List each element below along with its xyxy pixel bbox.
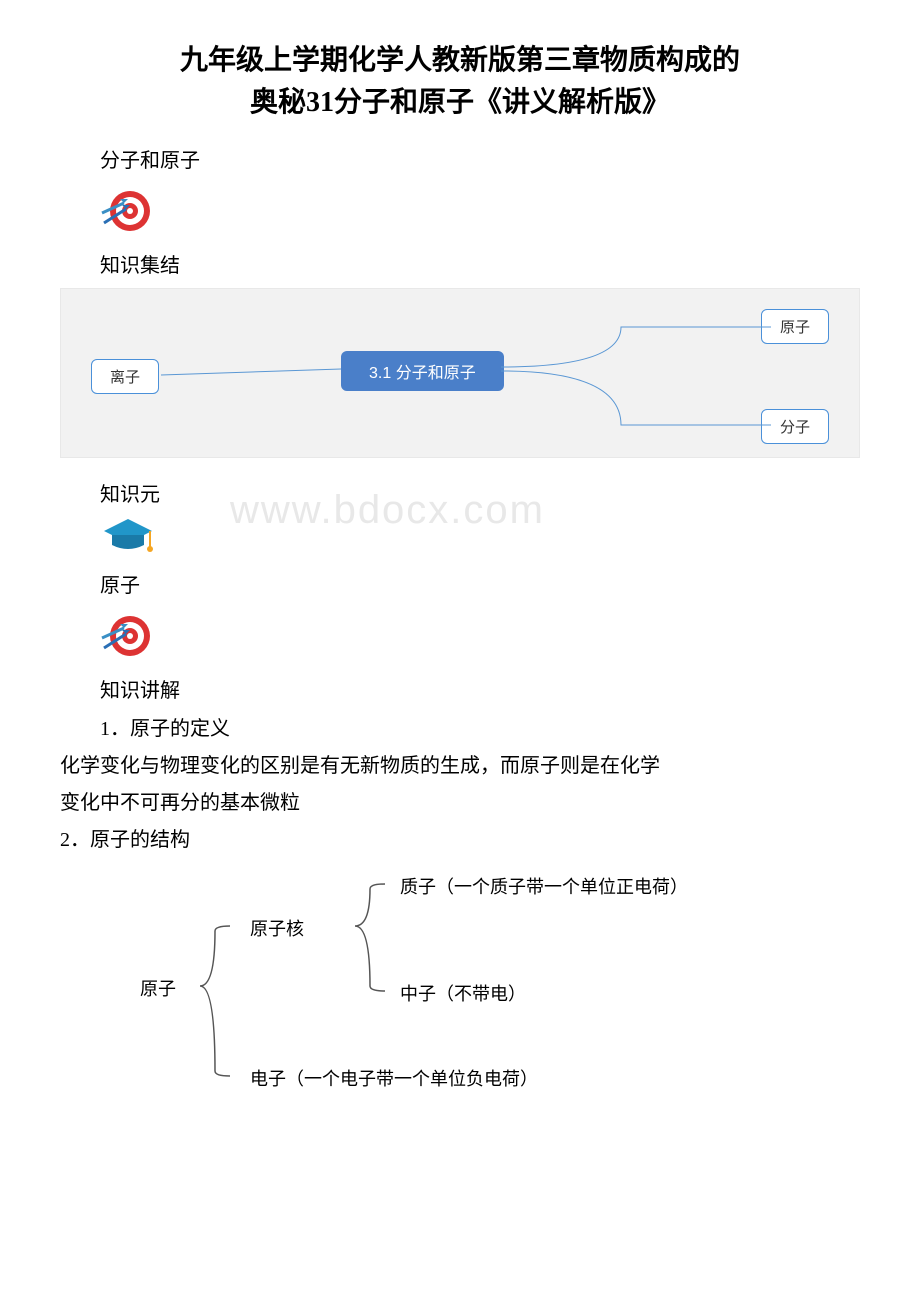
knowledge-collection-label: 知识集结	[100, 249, 860, 278]
page-title: 九年级上学期化学人教新版第三章物质构成的 奥秘31分子和原子《讲义解析版》	[60, 40, 860, 124]
section-1-body-line-2: 变化中不可再分的基本微粒	[60, 787, 860, 819]
tree-proton: 质子（一个质子带一个单位正电荷）	[400, 873, 688, 899]
graduation-cap-icon	[100, 515, 860, 564]
section-subtitle: 分子和原子	[100, 144, 860, 173]
mindmap-node-top-right: 原子	[761, 309, 829, 344]
page-content: 九年级上学期化学人教新版第三章物质构成的 奥秘31分子和原子《讲义解析版》 分子…	[60, 40, 860, 1101]
knowledge-unit-label: 知识元	[100, 478, 860, 507]
tree-nucleus: 原子核	[250, 915, 304, 941]
section-1-body-line-1: 化学变化与物理变化的区别是有无新物质的生成，而原子则是在化学	[60, 750, 860, 782]
mindmap-node-left: 离子	[91, 359, 159, 394]
tree-electron: 电子（一个电子带一个单位负电荷）	[250, 1065, 538, 1091]
tree-neutron: 中子（不带电）	[400, 980, 526, 1006]
section-1-heading: 1．原子的定义	[100, 713, 860, 745]
target-icon-2	[100, 608, 860, 669]
mindmap-node-center: 3.1 分子和原子	[341, 351, 504, 391]
atom-heading: 原子	[100, 569, 860, 598]
mindmap-diagram: 离子 3.1 分子和原子 原子 分子	[60, 288, 860, 458]
target-icon	[100, 183, 860, 244]
title-line-1: 九年级上学期化学人教新版第三章物质构成的	[180, 45, 740, 76]
section-2-heading: 2．原子的结构	[60, 824, 860, 856]
title-line-2: 奥秘31分子和原子《讲义解析版》	[250, 87, 670, 118]
knowledge-explain-label: 知识讲解	[100, 674, 860, 703]
atom-structure-tree: 原子 原子核 质子（一个质子带一个单位正电荷） 中子（不带电） 电子（一个电子带…	[120, 871, 820, 1101]
mindmap-node-bottom-right: 分子	[761, 409, 829, 444]
tree-root: 原子	[140, 975, 176, 1001]
